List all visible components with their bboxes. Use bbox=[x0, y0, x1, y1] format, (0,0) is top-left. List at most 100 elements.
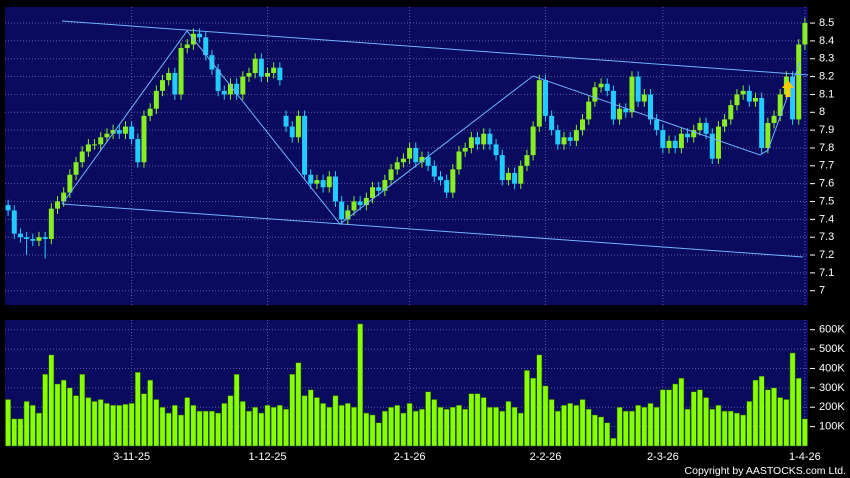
volume-bar bbox=[709, 408, 716, 447]
x-tick-label: 2-1-26 bbox=[394, 451, 426, 463]
volume-bar bbox=[666, 389, 672, 447]
candle-body bbox=[370, 187, 376, 198]
candle-body bbox=[598, 83, 604, 88]
volume-bar bbox=[60, 379, 67, 447]
candle-body bbox=[512, 172, 518, 184]
candle-body bbox=[351, 201, 357, 211]
volume-bar bbox=[270, 406, 277, 447]
volume-bar bbox=[610, 437, 617, 447]
volume-bar bbox=[462, 408, 469, 447]
x-tick-label: 3-11-25 bbox=[113, 451, 150, 463]
candle-body bbox=[67, 174, 73, 193]
volume-bar bbox=[258, 412, 265, 447]
candle-body bbox=[771, 115, 777, 123]
volume-bar bbox=[406, 403, 413, 447]
candle-body bbox=[796, 44, 802, 120]
candle-body bbox=[549, 115, 555, 131]
volume-bar bbox=[17, 418, 24, 447]
volume-bar bbox=[752, 379, 759, 447]
candle-body bbox=[24, 237, 30, 239]
candle-body bbox=[518, 165, 524, 184]
x-tick-label: 2-2-26 bbox=[530, 451, 562, 463]
candle-body bbox=[394, 162, 400, 170]
x-tick-label: 1-12-25 bbox=[249, 451, 287, 463]
grid: 7 7.1 7.2 7.3 7.4 7.5 7.6 7.7 7.8 7.9 8 8.1 8.2 8.3 8.… bbox=[5, 7, 845, 463]
candle-body bbox=[493, 144, 499, 156]
candle-body bbox=[444, 180, 450, 193]
y-tick-label: 600K bbox=[819, 324, 845, 336]
candle-body bbox=[308, 174, 314, 184]
y-tick-label: 8.4 bbox=[819, 35, 834, 47]
volume-bar bbox=[382, 410, 388, 447]
volume-bar bbox=[277, 405, 283, 447]
volume-bar bbox=[493, 406, 499, 447]
y-tick-label: 500K bbox=[819, 343, 845, 355]
candle-body bbox=[573, 130, 579, 141]
volume-bar bbox=[468, 393, 475, 447]
volume-bar bbox=[165, 412, 172, 447]
candle-body bbox=[332, 176, 338, 202]
volume-bar bbox=[178, 414, 184, 447]
candle-body bbox=[641, 94, 647, 102]
candle-body bbox=[48, 208, 54, 239]
candle-body bbox=[265, 73, 271, 77]
upper-channel bbox=[61, 20, 809, 76]
candle-body bbox=[561, 137, 567, 145]
candle-body bbox=[431, 165, 437, 177]
volume-bar bbox=[332, 395, 339, 447]
candle-body bbox=[802, 23, 808, 45]
volume-bar bbox=[67, 387, 73, 447]
candle-body bbox=[345, 210, 351, 220]
candle-body bbox=[221, 90, 227, 95]
volume-bar bbox=[172, 405, 178, 447]
candle-body bbox=[271, 67, 277, 74]
volume-bar bbox=[487, 406, 493, 447]
candle-body bbox=[685, 133, 691, 138]
candle-body bbox=[326, 176, 332, 188]
volume-bar bbox=[715, 405, 722, 447]
x-tick-label: 1-4-26 bbox=[789, 451, 821, 463]
volume-bar bbox=[511, 406, 518, 447]
volume-bar bbox=[116, 405, 123, 447]
volume-bar bbox=[128, 403, 135, 447]
y-tick-label: 7.6 bbox=[819, 178, 834, 190]
candle-body bbox=[160, 80, 166, 91]
volume-bar bbox=[727, 410, 734, 447]
candle-body bbox=[295, 115, 301, 138]
volume-bar bbox=[629, 410, 635, 447]
volume-bar bbox=[505, 401, 512, 447]
candle-body bbox=[363, 197, 369, 206]
volume-bar bbox=[344, 403, 351, 447]
candle-body bbox=[92, 144, 98, 146]
y-tick-label: 100K bbox=[819, 421, 845, 433]
volume-bar bbox=[690, 391, 697, 447]
volume-bar bbox=[765, 389, 771, 447]
candle-body bbox=[104, 133, 110, 138]
volume-bar bbox=[783, 399, 790, 447]
volume-bar bbox=[653, 406, 660, 447]
volume-bar bbox=[746, 401, 753, 447]
candle-body bbox=[141, 115, 147, 163]
volume-bar bbox=[585, 408, 592, 447]
volume-bar bbox=[573, 405, 580, 447]
volume-bar bbox=[326, 406, 333, 447]
candle-body bbox=[110, 130, 116, 134]
y-tick-label: 300K bbox=[819, 382, 845, 394]
volume-bar bbox=[703, 397, 709, 447]
y-tick-label: 8.2 bbox=[819, 70, 834, 82]
volume-bar bbox=[721, 410, 728, 447]
volume-bar bbox=[536, 354, 543, 447]
volume-bar bbox=[246, 410, 252, 447]
candle-body bbox=[36, 237, 42, 241]
candle-body bbox=[475, 137, 481, 145]
candle-body bbox=[604, 83, 610, 91]
candle-body bbox=[647, 94, 653, 120]
candle-body bbox=[339, 201, 345, 220]
candle-body bbox=[481, 133, 487, 145]
candle-body bbox=[11, 210, 17, 234]
volume-bar bbox=[375, 422, 382, 447]
y-tick-label: 7.7 bbox=[819, 160, 834, 172]
candle-body bbox=[666, 140, 672, 148]
candle-body bbox=[419, 156, 425, 163]
y-tick-label: 8 bbox=[819, 106, 825, 118]
